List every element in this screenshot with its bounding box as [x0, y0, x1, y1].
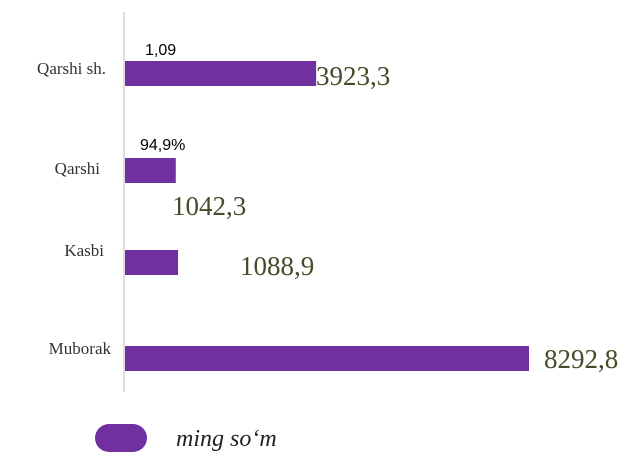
value-label: 1088,9 — [240, 251, 314, 281]
category-label: Qarshi sh. — [37, 59, 106, 78]
annotations: 1,09 94,9% — [140, 42, 185, 154]
bar — [125, 250, 179, 275]
annotation-label: 94,9% — [140, 137, 185, 154]
value-label: 1042,3 — [172, 191, 246, 221]
legend-swatch — [95, 424, 147, 452]
value-labels: 3923,3 1042,3 1088,9 8292,8 — [172, 61, 618, 374]
bar — [125, 346, 529, 371]
annotation-label: 1,09 — [145, 42, 176, 59]
legend-label: ming so‘m — [176, 426, 277, 452]
category-label: Kasbi — [64, 241, 104, 260]
legend: ming so‘m — [95, 424, 277, 452]
category-labels: Qarshi sh. Qarshi Kasbi Muborak — [37, 59, 111, 358]
bars — [125, 61, 529, 371]
value-label: 8292,8 — [544, 344, 618, 374]
category-label: Qarshi — [55, 159, 101, 178]
bar — [125, 158, 176, 183]
category-label: Muborak — [49, 339, 112, 358]
bar — [125, 61, 317, 86]
value-label: 3923,3 — [316, 61, 390, 91]
